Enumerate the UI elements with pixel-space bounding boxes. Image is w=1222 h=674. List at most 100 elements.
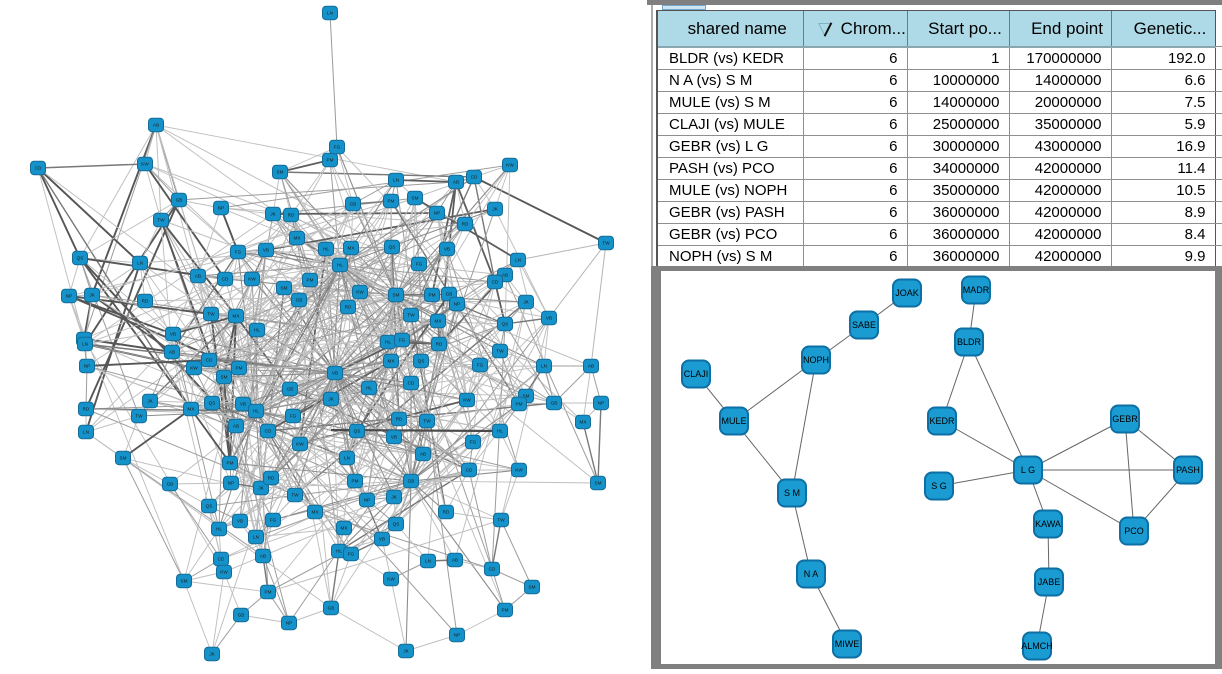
svg-text:JK: JK	[391, 495, 397, 500]
svg-text:CD: CD	[218, 557, 225, 562]
svg-text:NP: NP	[598, 401, 604, 406]
svg-text:FG: FG	[399, 338, 406, 343]
svg-text:VB: VB	[170, 332, 176, 337]
svg-text:AB: AB	[195, 274, 201, 279]
svg-text:TW: TW	[157, 218, 165, 223]
svg-text:RD: RD	[345, 305, 352, 310]
svg-text:AB: AB	[420, 452, 426, 457]
svg-text:JK: JK	[209, 652, 215, 657]
svg-text:KW: KW	[515, 468, 523, 473]
svg-text:SM: SM	[412, 196, 419, 201]
svg-text:SM: SM	[221, 375, 228, 380]
svg-text:QS: QS	[502, 322, 509, 327]
svg-text:CD: CD	[492, 280, 499, 285]
svg-text:HL: HL	[337, 263, 343, 268]
svg-text:TW: TW	[496, 349, 504, 354]
svg-text:GB: GB	[176, 198, 183, 203]
svg-text:TW: TW	[207, 312, 215, 317]
svg-text:CD: CD	[206, 358, 213, 363]
svg-text:JK: JK	[523, 300, 529, 305]
svg-text:PM: PM	[265, 590, 272, 595]
svg-text:PM: PM	[227, 461, 234, 466]
svg-text:RD: RD	[288, 213, 295, 218]
svg-text:QS: QS	[209, 401, 216, 406]
svg-text:MX: MX	[388, 359, 395, 364]
svg-text:MIWE: MIWE	[835, 639, 860, 649]
svg-text:FG: FG	[290, 414, 297, 419]
svg-text:MX: MX	[312, 510, 319, 515]
svg-text:HL: HL	[497, 429, 503, 434]
svg-text:NOPH: NOPH	[803, 355, 829, 365]
svg-text:SM: SM	[393, 293, 400, 298]
svg-text:AB: AB	[452, 558, 458, 563]
svg-text:PM: PM	[236, 366, 243, 371]
svg-text:NP: NP	[84, 364, 90, 369]
svg-text:GB: GB	[287, 387, 294, 392]
svg-text:AB: AB	[153, 123, 159, 128]
svg-text:JK: JK	[492, 207, 498, 212]
svg-text:CD: CD	[466, 468, 473, 473]
svg-text:AB: AB	[169, 350, 175, 355]
svg-text:N A: N A	[804, 569, 819, 579]
svg-text:NP: NP	[454, 302, 460, 307]
svg-text:AB: AB	[453, 180, 459, 185]
svg-text:KW: KW	[190, 366, 198, 371]
svg-text:QS: QS	[418, 359, 425, 364]
svg-text:PM: PM	[388, 199, 395, 204]
svg-text:SM: SM	[120, 456, 127, 461]
svg-text:MADR: MADR	[963, 285, 990, 295]
svg-text:TW: TW	[423, 419, 431, 424]
svg-text:CD: CD	[408, 381, 415, 386]
svg-text:MX: MX	[435, 319, 442, 324]
svg-text:PM: PM	[307, 278, 314, 283]
svg-text:AB: AB	[233, 424, 239, 429]
svg-text:RD: RD	[396, 417, 403, 422]
svg-text:HL: HL	[366, 386, 372, 391]
svg-text:NP: NP	[228, 481, 234, 486]
svg-text:ALMCH: ALMCH	[1021, 641, 1053, 651]
svg-text:NP: NP	[66, 294, 72, 299]
svg-text:MX: MX	[294, 236, 301, 241]
svg-text:FG: FG	[334, 145, 341, 150]
svg-text:RD: RD	[443, 510, 450, 515]
svg-text:SM: SM	[277, 170, 284, 175]
svg-text:LN: LN	[515, 258, 521, 263]
svg-text:RD: RD	[142, 299, 149, 304]
svg-text:BLDR: BLDR	[957, 337, 982, 347]
svg-text:QS: QS	[354, 429, 361, 434]
svg-text:GB: GB	[446, 292, 453, 297]
svg-text:LN: LN	[253, 535, 259, 540]
svg-text:LN: LN	[82, 342, 88, 347]
svg-text:LN: LN	[425, 559, 431, 564]
svg-text:VB: VB	[546, 316, 552, 321]
svg-text:SABE: SABE	[852, 320, 876, 330]
svg-text:JK: JK	[89, 293, 95, 298]
svg-text:TW: TW	[407, 313, 415, 318]
svg-text:TW: TW	[602, 241, 610, 246]
svg-text:CD: CD	[265, 429, 272, 434]
svg-text:LN: LN	[83, 430, 89, 435]
svg-text:KAWA: KAWA	[1035, 519, 1061, 529]
svg-text:KW: KW	[220, 570, 228, 575]
svg-text:FG: FG	[416, 262, 423, 267]
svg-text:KW: KW	[356, 290, 364, 295]
svg-text:VB: VB	[379, 537, 385, 542]
svg-text:MX: MX	[341, 526, 348, 531]
svg-text:KW: KW	[506, 163, 514, 168]
svg-text:HL: HL	[323, 247, 329, 252]
svg-text:KW: KW	[387, 577, 395, 582]
svg-text:GEBR: GEBR	[1112, 414, 1138, 424]
svg-text:HL: HL	[253, 409, 259, 414]
svg-text:KW: KW	[248, 277, 256, 282]
svg-text:LN: LN	[137, 261, 143, 266]
svg-text:JK: JK	[147, 399, 153, 404]
svg-text:TW: TW	[135, 414, 143, 419]
svg-text:JK: JK	[270, 212, 276, 217]
svg-text:RD: RD	[436, 342, 443, 347]
svg-text:JOAK: JOAK	[895, 288, 919, 298]
svg-text:KW: KW	[463, 398, 471, 403]
svg-text:SM: SM	[523, 394, 530, 399]
svg-text:LN: LN	[393, 178, 399, 183]
svg-text:LN: LN	[541, 364, 547, 369]
svg-text:MULE: MULE	[721, 416, 746, 426]
